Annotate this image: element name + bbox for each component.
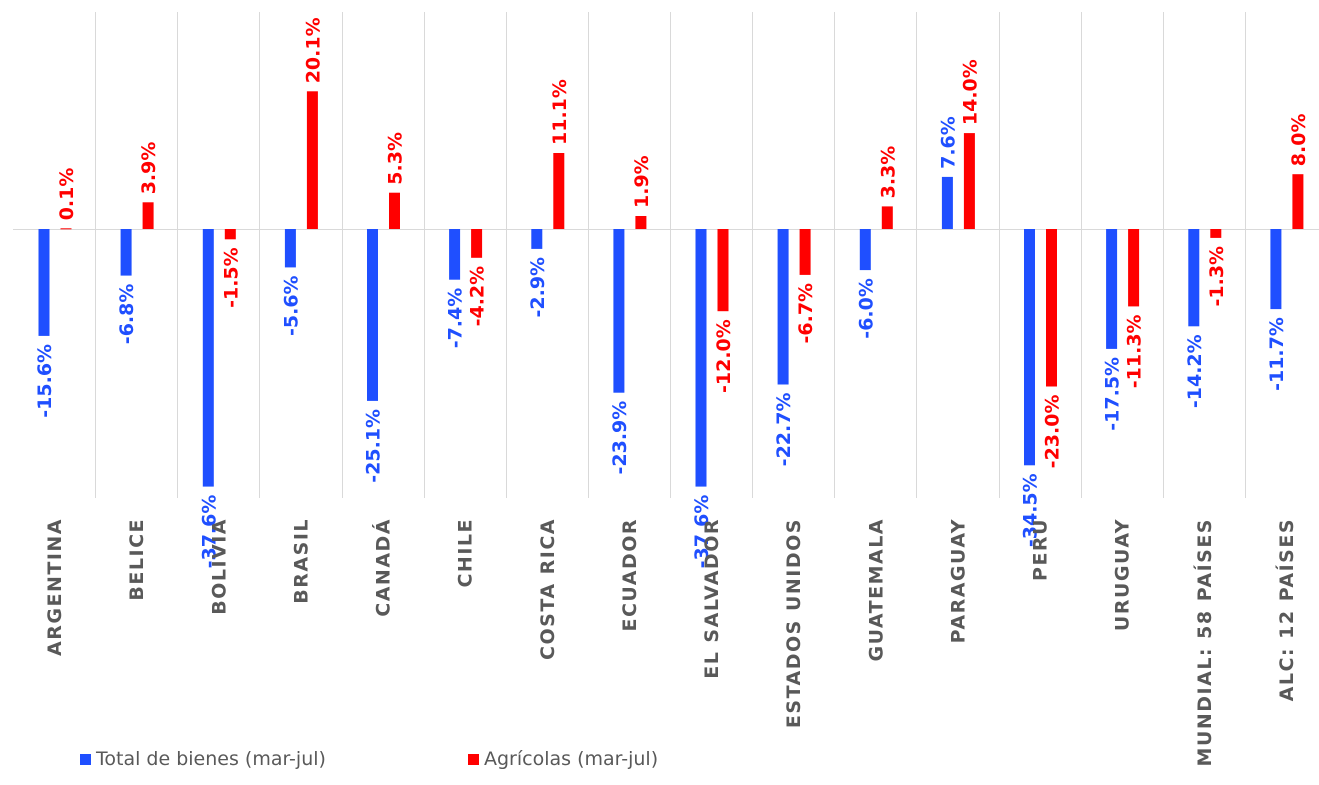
category-label-4: CANADÁ	[372, 518, 395, 617]
bar-total-10	[859, 229, 871, 271]
bar-agri-0	[60, 228, 72, 230]
label-total-12: -34.5%	[1020, 473, 1042, 547]
category-label-14: MUNDIAL: 58 PAÍSES	[1193, 518, 1216, 766]
label-agri-14: -1.3%	[1206, 246, 1228, 307]
bar-total-4	[367, 229, 378, 401]
bar-total-9	[777, 229, 789, 385]
label-total-9: -22.7%	[773, 393, 795, 467]
label-total-0: -15.6%	[34, 344, 56, 418]
label-agri-6: 11.1%	[549, 79, 571, 145]
category-label-7: ECUADOR	[619, 518, 641, 632]
label-total-11: 7.6%	[937, 116, 959, 169]
category-label-8: EL SALVADOR	[701, 518, 723, 679]
label-total-7: -23.9%	[609, 401, 631, 475]
category-label-0: ARGENTINA	[44, 518, 66, 656]
bar-agri-14	[1210, 229, 1222, 238]
category-label-2: BOLIVIA	[208, 518, 230, 615]
legend-label-agri: Agrícolas (mar-jul)	[484, 748, 659, 770]
bar-total-14	[1188, 229, 1200, 327]
bar-agri-8	[717, 229, 729, 312]
category-labels: ARGENTINA BELICE BOLIVIA BRASIL CANADÁ CHILE C…	[44, 518, 1298, 766]
bar-agri-4	[389, 192, 400, 229]
label-agri-4: 5.3%	[385, 132, 407, 185]
bar-total-12	[1024, 229, 1035, 466]
label-total-5: -7.4%	[445, 288, 467, 349]
bar-total-15	[1270, 229, 1282, 310]
label-agri-9: -6.7%	[795, 283, 817, 344]
grid-lines	[13, 12, 1319, 498]
category-label-11: PARAGUAY	[947, 518, 969, 643]
category-label-12: PERU	[1030, 518, 1052, 581]
bar-total-5	[449, 229, 461, 280]
bar-total-2	[202, 229, 214, 487]
bar-agri-10	[881, 206, 893, 229]
legend-item-agri: Agrícolas (mar-jul)	[468, 748, 658, 770]
category-label-15: ALC: 12 PAÍSES	[1275, 518, 1298, 701]
category-label-3: BRASIL	[290, 518, 312, 604]
label-total-10: -6.0%	[855, 278, 877, 339]
label-agri-10: 3.3%	[877, 146, 899, 199]
legend-swatch-total	[80, 753, 91, 765]
label-total-3: -5.6%	[280, 275, 302, 336]
category-label-5: CHILE	[455, 518, 477, 588]
label-agri-2: -1.5%	[220, 247, 242, 308]
label-total-1: -6.8%	[116, 284, 138, 345]
label-total-2: -37.6%	[198, 495, 220, 569]
bar-agri-6	[553, 153, 565, 229]
bar-total-3	[284, 229, 296, 268]
label-total-8: -37.6%	[691, 495, 713, 569]
bar-agri-9	[799, 229, 811, 275]
bar-agri-15	[1292, 174, 1304, 229]
bar-agri-1	[142, 202, 154, 229]
bar-total-1	[120, 229, 132, 276]
bar-agri-12	[1046, 229, 1057, 387]
label-agri-5: -4.2%	[467, 266, 489, 327]
label-agri-3: 20.1%	[302, 17, 324, 83]
bar-total-11	[941, 176, 953, 229]
label-agri-12: -23.0%	[1042, 395, 1064, 469]
bar-total-13	[1106, 229, 1118, 349]
label-agri-0: 0.1%	[56, 168, 78, 221]
bar-total-8	[695, 229, 707, 487]
label-agri-7: 1.9%	[631, 155, 653, 208]
bar-agri-13	[1128, 229, 1140, 307]
label-agri-15: 8.0%	[1288, 113, 1310, 166]
label-total-14: -14.2%	[1184, 334, 1206, 408]
label-agri-13: -11.3%	[1124, 314, 1146, 388]
label-agri-11: 14.0%	[959, 59, 981, 125]
category-label-1: BELICE	[126, 518, 148, 601]
category-label-13: URUGUAY	[1112, 518, 1134, 631]
legend-swatch-agri	[468, 753, 479, 765]
category-label-9: ESTADOS UNIDOS	[783, 518, 805, 728]
bars	[38, 91, 1304, 487]
bar-agri-7	[635, 216, 647, 229]
bar-total-7	[613, 229, 625, 393]
label-total-13: -17.5%	[1102, 357, 1124, 431]
category-label-6: COSTA RICA	[537, 518, 559, 660]
bar-total-0	[38, 229, 50, 336]
label-total-4: -25.1%	[363, 409, 385, 483]
label-agri-8: -12.0%	[713, 319, 735, 393]
bar-total-6	[531, 229, 543, 249]
bar-agri-3	[306, 91, 318, 229]
bar-agri-2	[224, 229, 236, 240]
bar-agri-5	[471, 229, 483, 258]
legend-item-total: Total de bienes (mar-jul)	[80, 748, 326, 770]
legend-label-total: Total de bienes (mar-jul)	[96, 748, 326, 770]
data-labels: -15.6% -6.8% -37.6% -5.6% -25.1% -7.4% -2.9% -2…	[34, 17, 1310, 568]
label-total-15: -11.7%	[1266, 317, 1288, 391]
category-label-10: GUATEMALA	[865, 518, 887, 662]
label-agri-1: 3.9%	[138, 142, 160, 195]
label-total-6: -2.9%	[527, 257, 549, 318]
bar-agri-11	[963, 133, 975, 229]
